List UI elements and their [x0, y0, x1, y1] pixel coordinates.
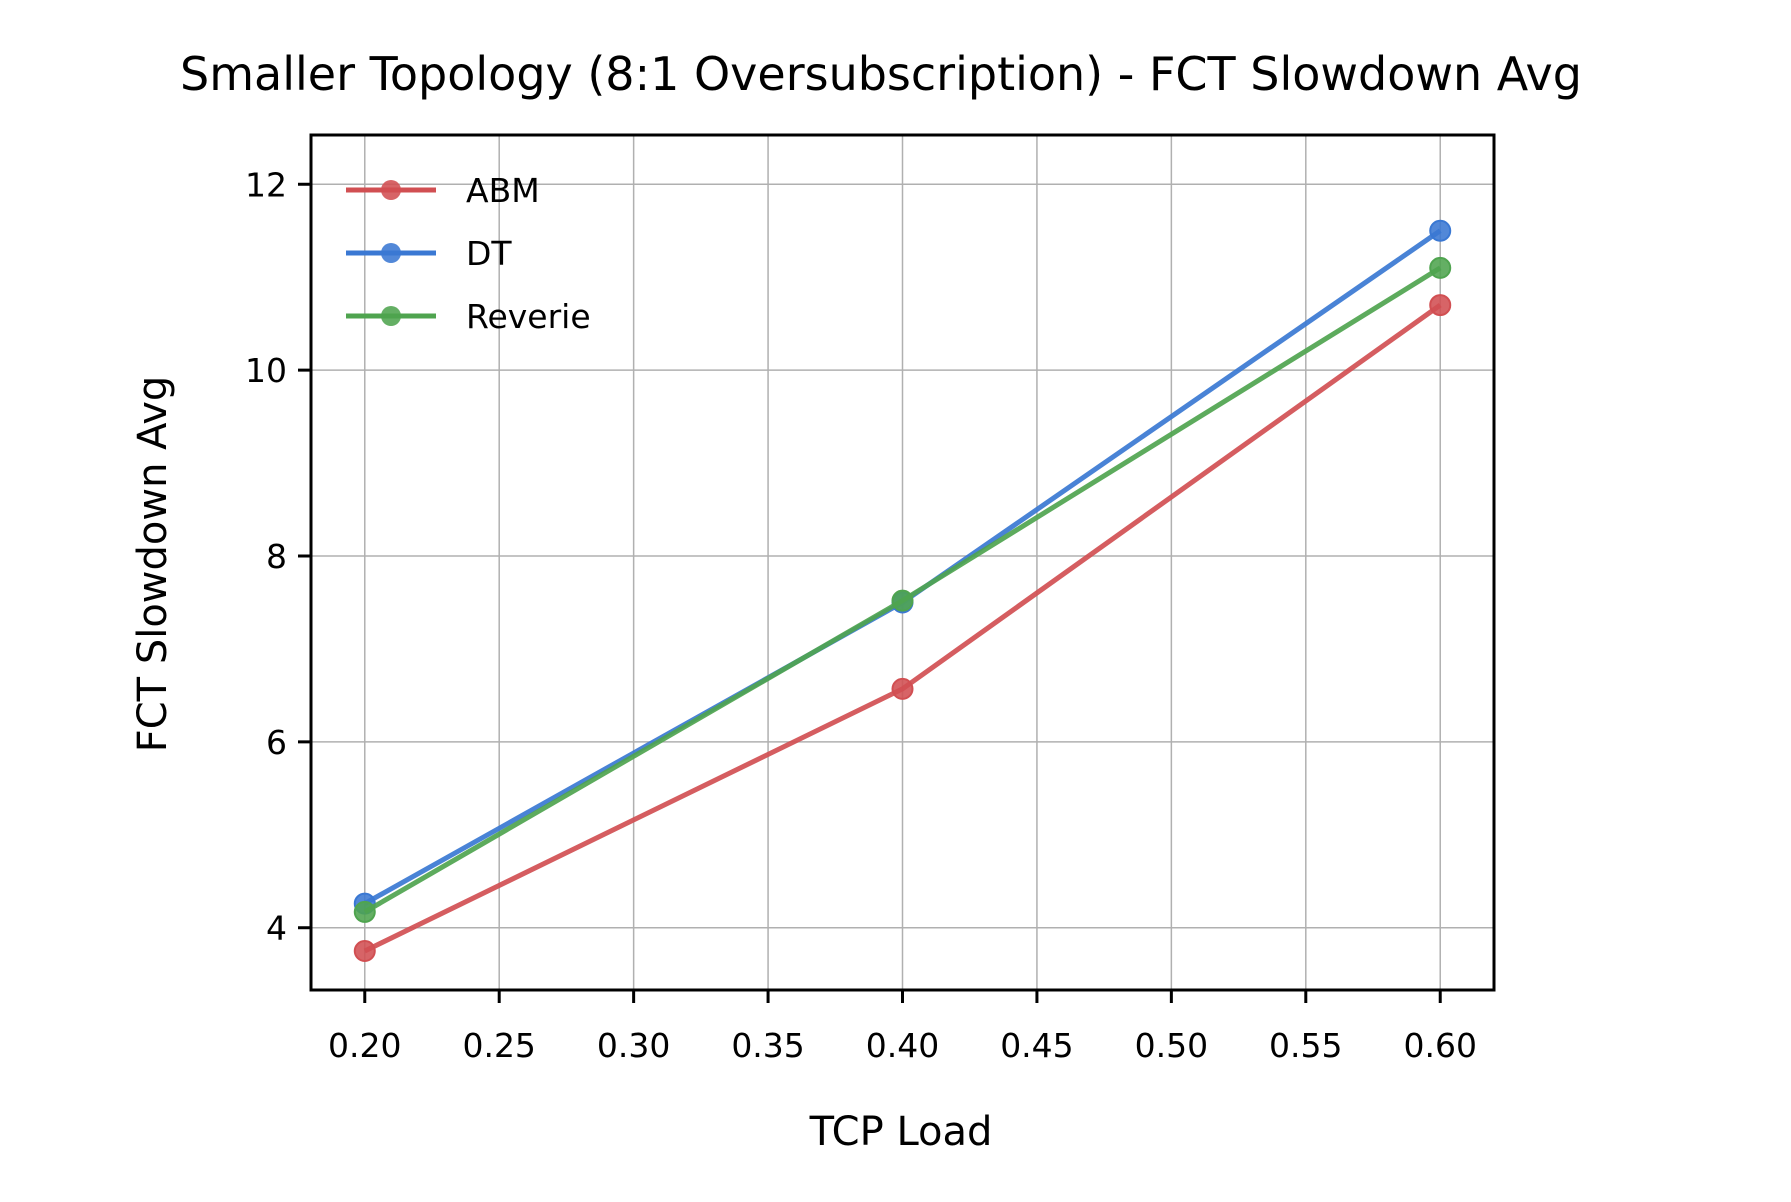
x-tick-label: 0.50 — [1135, 1026, 1208, 1065]
legend-marker — [381, 243, 401, 263]
y-tick-label: 4 — [266, 909, 287, 948]
x-tick-label: 0.60 — [1403, 1026, 1476, 1065]
legend-label: Reverie — [466, 297, 591, 336]
data-point — [353, 900, 376, 923]
legend-label: ABM — [466, 171, 540, 210]
series-lines — [353, 219, 1452, 962]
x-tick-label: 0.30 — [597, 1026, 670, 1065]
legend-marker — [381, 180, 401, 200]
x-tick-label: 0.25 — [462, 1026, 535, 1065]
data-point — [1429, 294, 1452, 317]
legend: ABM DT Reverie — [346, 171, 591, 336]
y-tick-label: 6 — [266, 723, 287, 762]
legend-marker — [381, 306, 401, 326]
x-tick-label: 0.45 — [1000, 1026, 1073, 1065]
legend-item-dt: DT — [346, 234, 512, 273]
legend-item-reverie: Reverie — [346, 297, 591, 336]
data-point — [353, 939, 376, 962]
y-axis-label: FCT Slowdown Avg — [130, 376, 176, 753]
legend-label: DT — [466, 234, 512, 273]
x-tick-label: 0.55 — [1269, 1026, 1342, 1065]
series-reverie — [353, 256, 1452, 923]
data-point — [891, 589, 914, 612]
chart-title: Smaller Topology (8:1 Oversubscription) … — [180, 47, 1582, 101]
axis-ticks: 0.20 0.25 0.30 0.35 0.40 0.45 0.50 0.55 0.60 4 6 8 1… — [245, 165, 1477, 1065]
series-abm — [353, 294, 1452, 962]
x-tick-label: 0.35 — [731, 1026, 804, 1065]
legend-item-abm: ABM — [346, 171, 540, 210]
x-axis-label: TCP Load — [809, 1109, 993, 1155]
x-tick-label: 0.20 — [328, 1026, 401, 1065]
y-tick-label: 8 — [266, 537, 287, 576]
y-tick-label: 12 — [245, 165, 287, 204]
y-tick-label: 10 — [245, 351, 287, 390]
data-point — [1429, 219, 1452, 242]
data-point — [1429, 256, 1452, 279]
data-point — [891, 677, 914, 700]
x-tick-label: 0.40 — [866, 1026, 939, 1065]
grid-lines — [311, 135, 1494, 990]
